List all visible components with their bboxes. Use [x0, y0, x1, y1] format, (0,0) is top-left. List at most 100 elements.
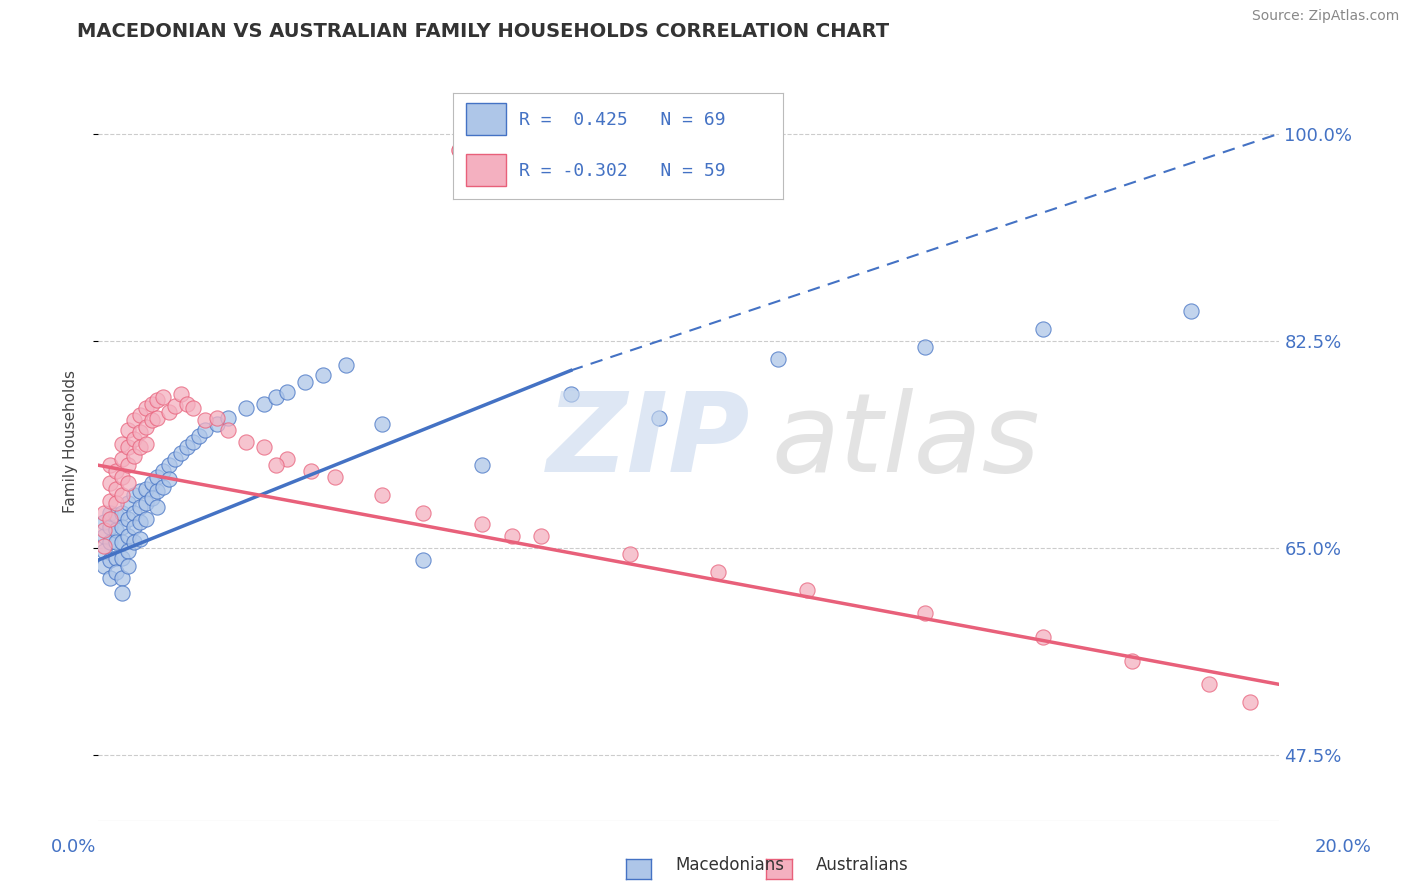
- Point: [152, 479, 174, 493]
- Point: [122, 413, 145, 427]
- Point: [1180, 304, 1202, 318]
- Text: Australians: Australians: [815, 855, 908, 873]
- Point: [98, 535, 121, 549]
- Point: [152, 390, 174, 404]
- Point: [264, 458, 287, 473]
- Point: [766, 351, 789, 366]
- Point: [122, 520, 145, 534]
- Point: [176, 441, 198, 455]
- Point: [111, 586, 134, 600]
- Point: [1032, 322, 1054, 336]
- Point: [128, 425, 150, 439]
- Point: [217, 423, 239, 437]
- Point: [1239, 695, 1261, 709]
- Point: [253, 441, 276, 455]
- Point: [299, 464, 322, 478]
- Point: [323, 470, 346, 484]
- Point: [111, 571, 134, 585]
- Point: [157, 405, 180, 419]
- Text: 20.0%: 20.0%: [1315, 838, 1371, 855]
- Point: [98, 475, 121, 490]
- Point: [371, 488, 394, 502]
- Point: [141, 413, 163, 427]
- Point: [1198, 677, 1220, 691]
- Point: [194, 423, 217, 437]
- Point: [93, 558, 115, 573]
- Point: [117, 558, 139, 573]
- Point: [253, 396, 276, 410]
- Point: [135, 482, 157, 496]
- Point: [93, 543, 115, 558]
- Point: [98, 520, 121, 534]
- Text: ZIP: ZIP: [547, 388, 751, 495]
- Point: [128, 441, 150, 455]
- Point: [471, 517, 494, 532]
- Point: [111, 506, 134, 520]
- Point: [205, 417, 228, 431]
- Point: [98, 458, 121, 473]
- Point: [530, 529, 553, 543]
- Point: [157, 473, 180, 487]
- Text: Source: ZipAtlas.com: Source: ZipAtlas.com: [1251, 9, 1399, 23]
- Point: [335, 358, 357, 372]
- Point: [93, 506, 115, 520]
- Point: [117, 423, 139, 437]
- Point: [235, 401, 257, 416]
- Point: [1121, 654, 1143, 668]
- Point: [135, 437, 157, 451]
- Point: [181, 401, 204, 416]
- Point: [111, 452, 134, 467]
- Point: [141, 491, 163, 506]
- Point: [98, 493, 121, 508]
- Point: [111, 550, 134, 565]
- Point: [117, 458, 139, 473]
- Point: [194, 413, 217, 427]
- Point: [276, 384, 298, 399]
- Point: [135, 401, 157, 416]
- Point: [914, 340, 936, 354]
- Point: [111, 437, 134, 451]
- Point: [111, 520, 134, 534]
- Point: [93, 524, 115, 538]
- Point: [93, 539, 115, 553]
- Point: [105, 565, 128, 579]
- Point: [111, 535, 134, 549]
- Point: [619, 547, 641, 561]
- Point: [105, 496, 128, 510]
- Point: [146, 484, 169, 499]
- Point: [146, 410, 169, 425]
- Point: [914, 607, 936, 621]
- Point: [146, 470, 169, 484]
- Point: [128, 515, 150, 529]
- Point: [122, 506, 145, 520]
- Point: [276, 452, 298, 467]
- Point: [412, 553, 434, 567]
- Point: [117, 511, 139, 525]
- Point: [141, 475, 163, 490]
- Point: [501, 529, 523, 543]
- Point: [312, 368, 335, 383]
- Point: [105, 524, 128, 538]
- Point: [93, 529, 115, 543]
- Point: [157, 458, 180, 473]
- Point: [122, 535, 145, 549]
- Point: [170, 446, 193, 460]
- Point: [93, 515, 115, 529]
- Point: [447, 143, 470, 157]
- Point: [170, 387, 193, 401]
- Point: [217, 410, 239, 425]
- Point: [98, 511, 121, 525]
- Point: [105, 535, 128, 549]
- Point: [117, 475, 139, 490]
- Point: [205, 410, 228, 425]
- Point: [128, 532, 150, 546]
- Point: [135, 496, 157, 510]
- Point: [176, 396, 198, 410]
- Text: atlas: atlas: [772, 388, 1040, 495]
- Point: [235, 434, 257, 449]
- Point: [165, 399, 187, 413]
- Point: [560, 387, 582, 401]
- Text: 0.0%: 0.0%: [51, 838, 96, 855]
- Point: [412, 506, 434, 520]
- Point: [796, 582, 818, 597]
